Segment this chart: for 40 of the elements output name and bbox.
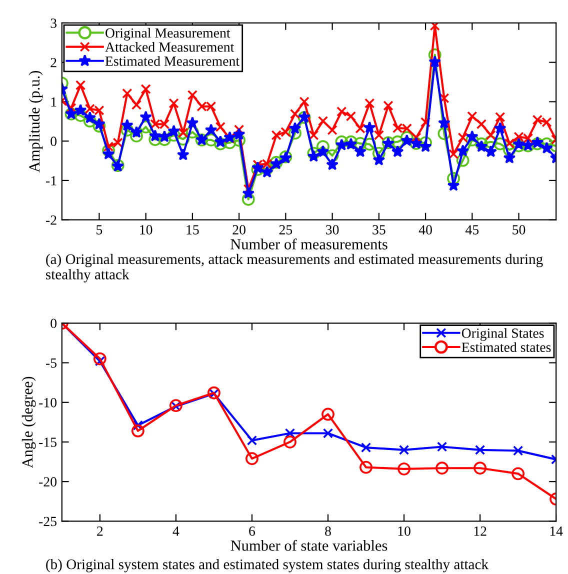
x-tick-label: 4 <box>172 526 180 536</box>
legend-label: Attacked Measurement <box>105 42 234 52</box>
legend-label: Estimated Measurement <box>105 56 240 66</box>
y-tick-label: -25 <box>39 516 57 526</box>
x-tick-label: 10 <box>140 225 152 234</box>
y-tick-label: -5 <box>46 358 57 368</box>
y-tick-label: 2 <box>50 58 56 68</box>
y-tick-label: -10 <box>39 398 57 408</box>
legend-label: Original States <box>462 328 544 341</box>
x-tick-label: 10 <box>398 526 410 536</box>
x-tick-label: 45 <box>465 225 479 234</box>
x-tick-label: 12 <box>474 526 486 536</box>
y-axis-title: Angle (degree) <box>22 376 36 468</box>
x-tick-label: 14 <box>550 526 563 536</box>
y-tick-label: -15 <box>39 438 57 447</box>
y-tick-label: 3 <box>50 18 57 28</box>
y-tick-label: 0 <box>50 136 57 146</box>
x-tick-label: 40 <box>418 225 432 234</box>
x-tick-label: 2 <box>97 526 103 536</box>
x-axis-title: Number of state variables <box>230 540 388 551</box>
x-tick-label: 5 <box>96 225 102 234</box>
legend-label: Estimated states <box>462 342 551 352</box>
x-tick-label: 8 <box>325 526 331 536</box>
legend-label: Original Measurement <box>106 28 230 41</box>
text: (a) Original measurements, attack measurements and estimated measurements during stealthy attack <box>46 254 543 282</box>
x-tick-label: 25 <box>279 225 292 234</box>
x-tick-label: 35 <box>372 225 386 234</box>
y-tick-label: -20 <box>39 477 57 487</box>
y-tick-label: -2 <box>46 215 56 225</box>
x-tick-label: 50 <box>512 225 526 234</box>
y-axis-title: Amplitude (p.u.) <box>28 70 43 172</box>
x-tick-label: 6 <box>249 526 256 536</box>
y-tick-label: 0 <box>50 318 57 328</box>
text: (b) Original system states and estimated system states during stealthy attack <box>46 559 489 572</box>
y-tick-label: -1 <box>46 176 56 186</box>
x-tick-label: 30 <box>326 225 339 234</box>
y-tick-label: 1 <box>51 97 56 107</box>
x-tick-label: 15 <box>186 225 199 234</box>
x-tick-label: 20 <box>232 225 246 234</box>
x-axis-title: Number of measurements <box>230 238 388 250</box>
